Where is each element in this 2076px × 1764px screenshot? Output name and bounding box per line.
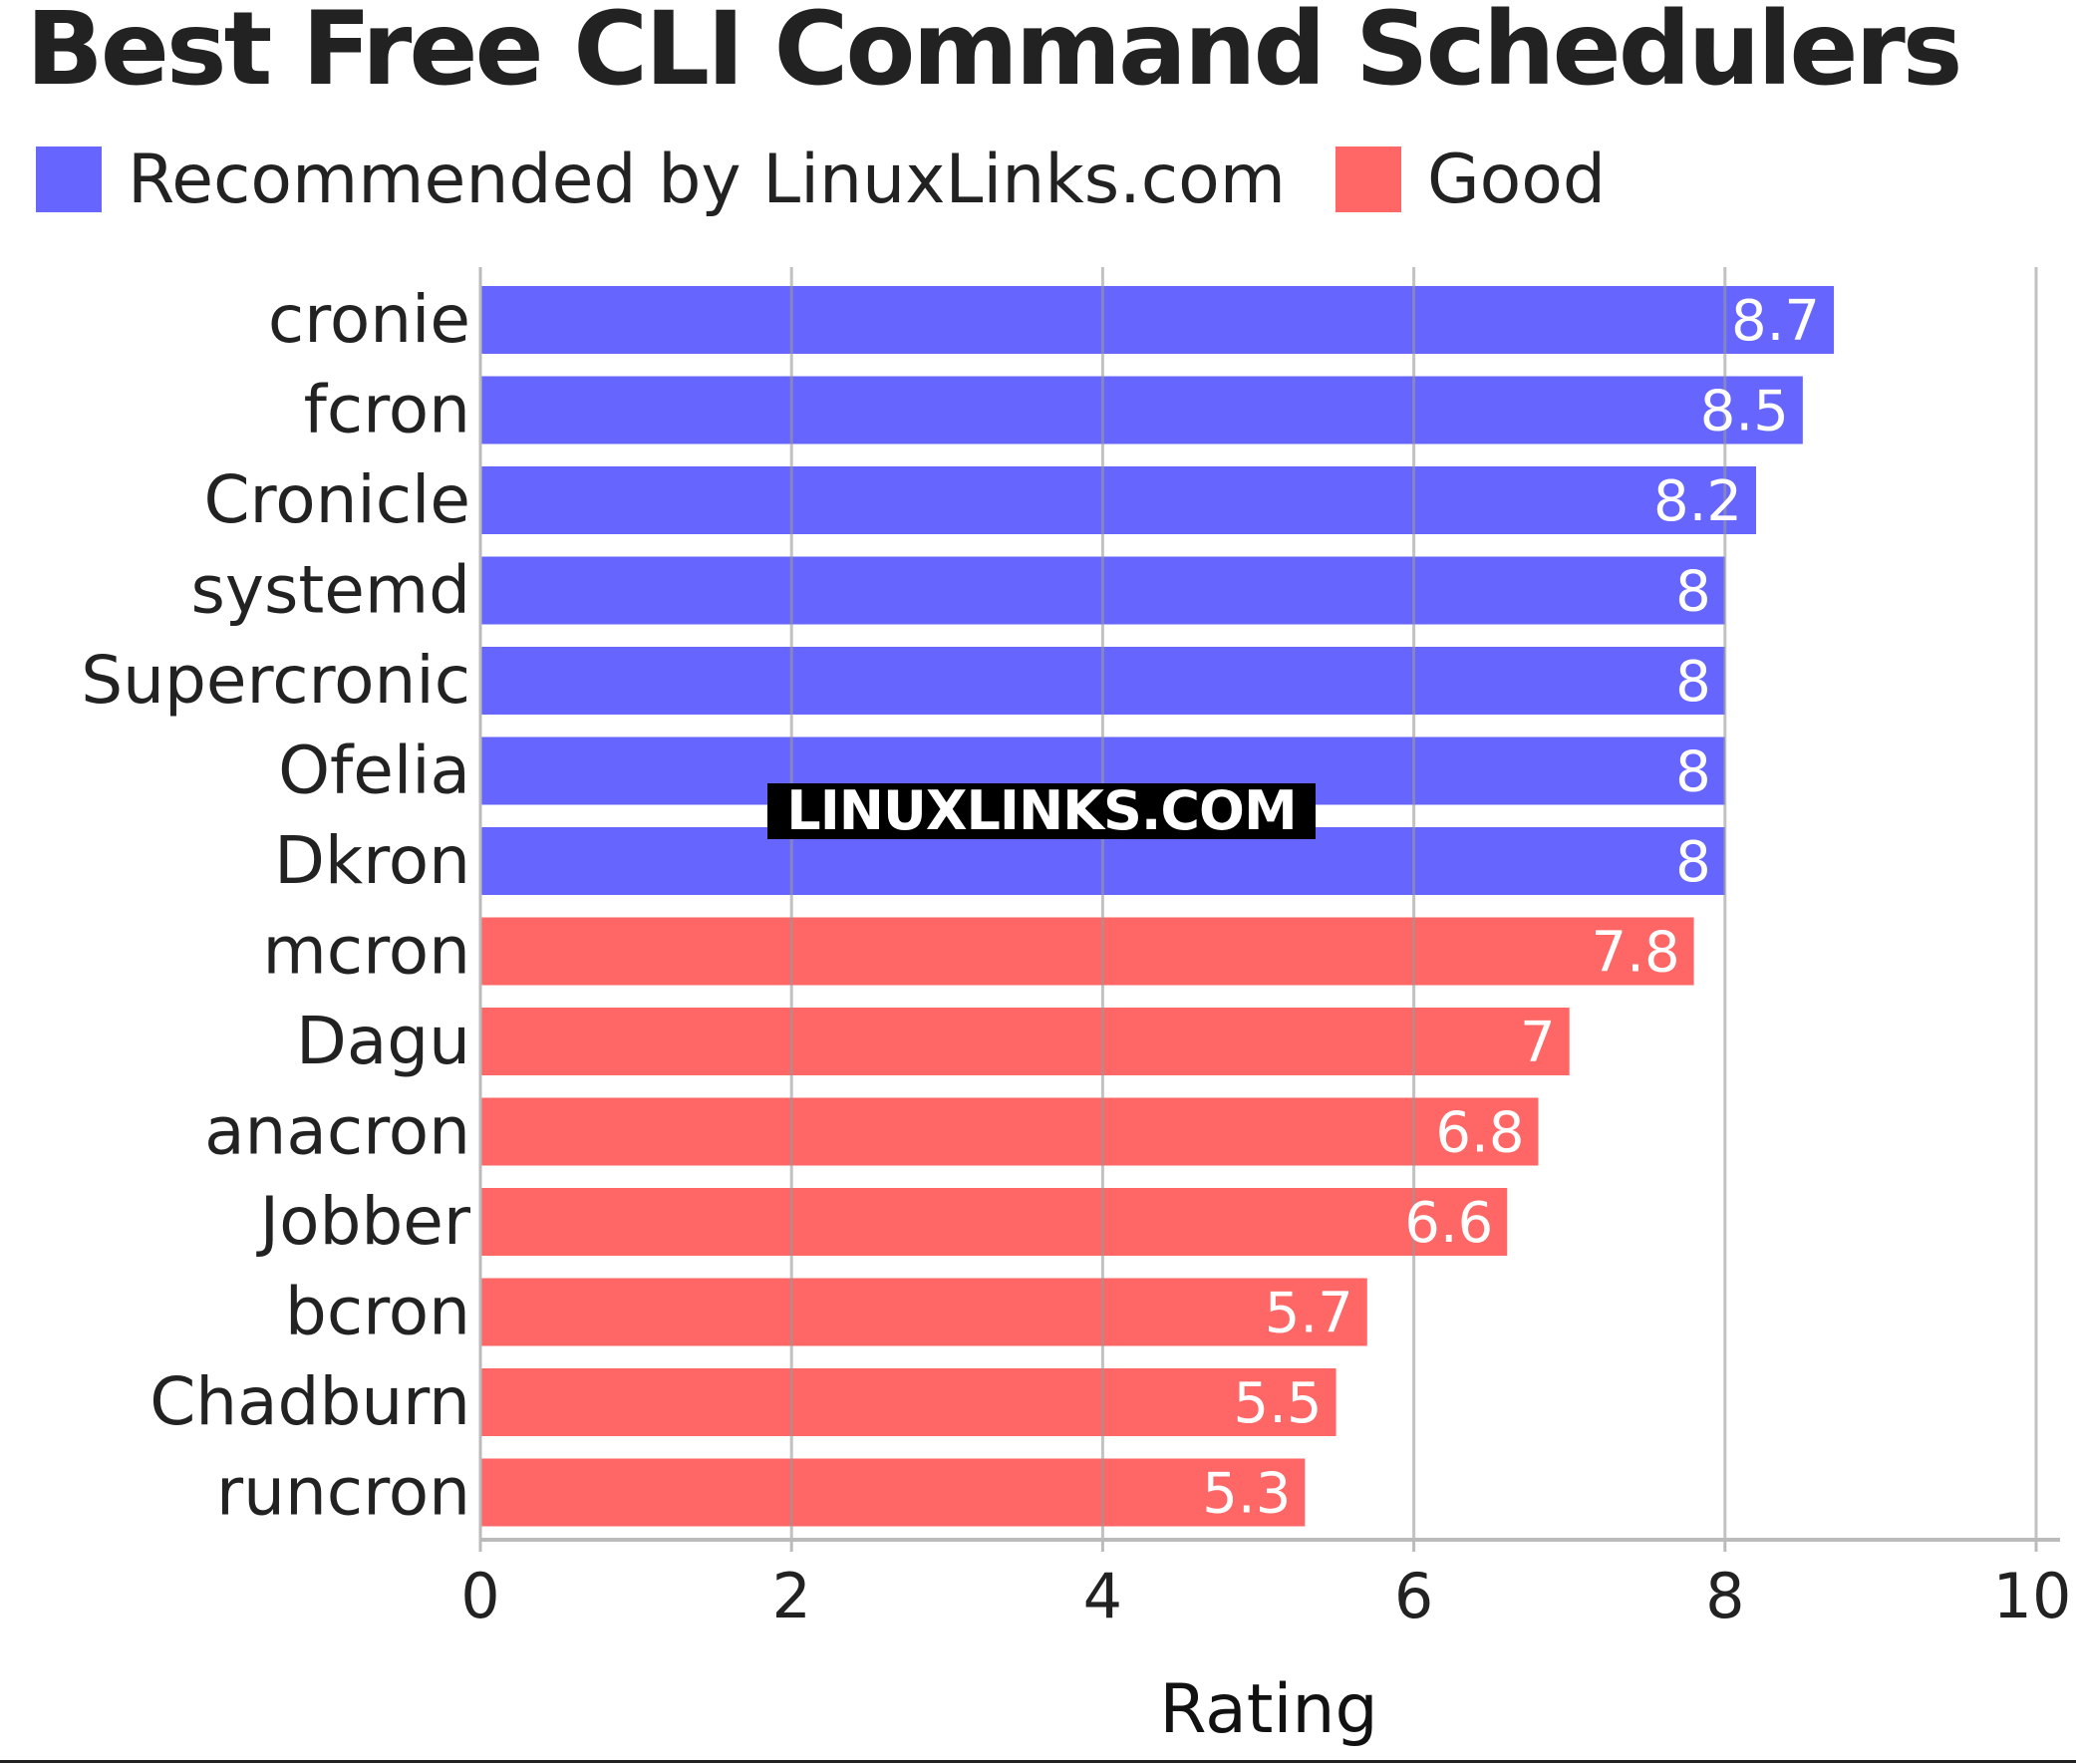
category-label-cronie: cronie xyxy=(268,281,470,358)
bar-chadburn xyxy=(480,1368,1336,1436)
value-label-supercronic: 8 xyxy=(1675,650,1711,715)
category-label-mcron: mcron xyxy=(263,913,470,990)
category-label-ofelia: Ofelia xyxy=(278,733,470,809)
x-tick-label-10: 10 xyxy=(1993,1560,2072,1632)
x-tick-label-8: 8 xyxy=(1705,1560,1744,1632)
value-label-runcron: 5.3 xyxy=(1202,1462,1291,1527)
category-label-jobber: Jobber xyxy=(256,1183,471,1260)
x-axis-title: Rating xyxy=(1159,1670,1377,1749)
bars xyxy=(480,286,1835,1527)
bar-cronicle xyxy=(480,466,1757,534)
x-axis: 0 2 4 6 8 10 xyxy=(460,267,2071,1632)
category-label-runcron: runcron xyxy=(216,1454,470,1531)
x-tick-label-2: 2 xyxy=(771,1560,810,1632)
bar-jobber xyxy=(480,1188,1508,1256)
bar-bcron xyxy=(480,1278,1367,1346)
legend: Recommended by LinuxLinks.com Good xyxy=(36,140,1655,219)
bar-mcron xyxy=(480,917,1694,986)
grid-lines xyxy=(789,267,2038,1540)
bar-cronie xyxy=(480,286,1835,354)
value-label-systemd: 8 xyxy=(1675,560,1711,625)
chart-title: Best Free CLI Command Schedulers xyxy=(26,0,1963,109)
bar-anacron xyxy=(480,1097,1539,1166)
bottom-rule xyxy=(0,1760,2076,1763)
value-label-bcron: 5.7 xyxy=(1265,1282,1353,1346)
value-label-fcron: 8.5 xyxy=(1700,380,1789,444)
category-label-anacron: anacron xyxy=(204,1093,470,1170)
legend-item-good: Good xyxy=(1335,141,1606,219)
bar-fcron xyxy=(480,376,1803,444)
category-labels: cronie fcron Cronicle systemd Supercronic Ofe… xyxy=(81,281,471,1531)
category-label-fcron: fcron xyxy=(304,372,470,448)
legend-swatch-recommended xyxy=(36,147,102,212)
value-labels: 8.7 8.5 8.2 8 8 8 8 7.8 7 6.8 6.6 5.7 5.5 5.3 xyxy=(1202,289,1820,1527)
category-label-cronicle: Cronicle xyxy=(203,461,470,538)
category-label-supercronic: Supercronic xyxy=(81,642,470,719)
category-label-dkron: Dkron xyxy=(274,822,470,899)
category-label-bcron: bcron xyxy=(285,1274,470,1350)
value-label-anacron: 6.8 xyxy=(1435,1101,1524,1166)
value-label-jobber: 6.6 xyxy=(1404,1191,1493,1256)
value-label-cronicle: 8.2 xyxy=(1653,469,1742,534)
legend-swatch-good xyxy=(1335,147,1401,212)
category-label-dagu: Dagu xyxy=(296,1003,470,1079)
legend-item-recommended: Recommended by LinuxLinks.com xyxy=(36,141,1286,219)
value-label-dagu: 7 xyxy=(1520,1011,1556,1075)
x-tick-label-4: 4 xyxy=(1083,1560,1122,1632)
value-label-mcron: 7.8 xyxy=(1592,921,1680,986)
bar-runcron xyxy=(480,1458,1306,1527)
value-label-ofelia: 8 xyxy=(1675,740,1711,805)
legend-label-good: Good xyxy=(1426,140,1607,219)
legend-label-recommended: Recommended by LinuxLinks.com xyxy=(128,140,1286,219)
category-label-chadburn: Chadburn xyxy=(149,1363,470,1440)
value-label-chadburn: 5.5 xyxy=(1233,1371,1322,1436)
value-label-cronie: 8.7 xyxy=(1731,289,1820,354)
value-label-dkron: 8 xyxy=(1675,830,1711,895)
x-tick-label-6: 6 xyxy=(1394,1560,1433,1632)
watermark: LINUXLINKS.COM xyxy=(767,783,1316,839)
bar-dagu xyxy=(480,1008,1570,1075)
x-tick-label-0: 0 xyxy=(460,1560,499,1632)
category-label-systemd: systemd xyxy=(191,552,471,629)
